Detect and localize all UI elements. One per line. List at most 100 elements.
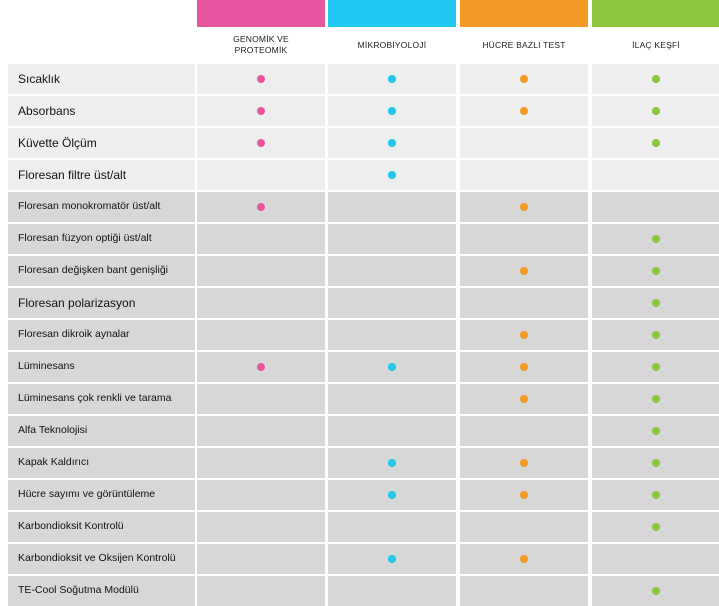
availability-dot bbox=[652, 587, 660, 595]
matrix-cell bbox=[197, 224, 325, 254]
matrix-cell bbox=[328, 288, 456, 318]
matrix-cell bbox=[460, 416, 588, 446]
matrix-cell bbox=[328, 320, 456, 350]
matrix-cell bbox=[460, 288, 588, 318]
availability-dot bbox=[652, 299, 660, 307]
matrix-cell bbox=[328, 512, 456, 542]
matrix-cell bbox=[592, 544, 719, 574]
column-header-label: MİKROBİYOLOJİ bbox=[357, 40, 427, 50]
row-label-cell bbox=[8, 256, 195, 286]
matrix-cell bbox=[197, 480, 325, 510]
column-color-bar bbox=[197, 0, 325, 27]
row-label: TE-Cool Soğutma Modülü bbox=[18, 584, 139, 596]
availability-dot bbox=[520, 107, 528, 115]
availability-dot bbox=[388, 107, 396, 115]
row-label-cell bbox=[8, 192, 195, 222]
row-label-cell bbox=[8, 480, 195, 510]
availability-dot bbox=[388, 491, 396, 499]
matrix-cell bbox=[460, 576, 588, 606]
matrix-cell bbox=[197, 160, 325, 190]
row-label: Alfa Teknolojisi bbox=[18, 424, 88, 436]
availability-dot bbox=[388, 363, 396, 371]
row-label-cell bbox=[8, 576, 195, 606]
matrix-cell bbox=[197, 288, 325, 318]
row-label-cell bbox=[8, 544, 195, 574]
matrix-cell bbox=[197, 416, 325, 446]
column-header-label: GENOMİK VE PROTEOMİK bbox=[233, 34, 289, 55]
row-label-cell bbox=[8, 352, 195, 382]
row-label-cell bbox=[8, 384, 195, 414]
matrix-cell bbox=[592, 160, 719, 190]
availability-dot bbox=[257, 75, 265, 83]
row-label-cell bbox=[8, 64, 195, 94]
availability-dot bbox=[652, 139, 660, 147]
row-label-cell bbox=[8, 160, 195, 190]
row-label: Floresan polarizasyon bbox=[18, 296, 136, 310]
availability-dot bbox=[520, 331, 528, 339]
row-label: Floresan değişken bant genişliği bbox=[18, 264, 169, 276]
matrix-cell bbox=[328, 416, 456, 446]
availability-dot bbox=[652, 267, 660, 275]
matrix-cell bbox=[460, 128, 588, 158]
column-color-bar bbox=[460, 0, 588, 27]
availability-dot bbox=[388, 459, 396, 467]
availability-dot bbox=[520, 75, 528, 83]
row-label-cell bbox=[8, 320, 195, 350]
matrix-cell bbox=[328, 576, 456, 606]
availability-dot bbox=[257, 107, 265, 115]
matrix-cell bbox=[460, 160, 588, 190]
matrix-cell bbox=[460, 224, 588, 254]
row-label: Floresan filtre üst/alt bbox=[18, 168, 127, 182]
matrix-cell bbox=[328, 192, 456, 222]
matrix-cell bbox=[328, 224, 456, 254]
matrix-cell bbox=[197, 576, 325, 606]
matrix-cell bbox=[197, 256, 325, 286]
availability-dot bbox=[652, 459, 660, 467]
matrix-cell bbox=[197, 448, 325, 478]
availability-dot bbox=[388, 75, 396, 83]
row-label-cell bbox=[8, 288, 195, 318]
row-label: Lüminesans çok renkli ve tarama bbox=[18, 392, 172, 404]
availability-dot bbox=[520, 459, 528, 467]
availability-dot bbox=[652, 427, 660, 435]
availability-dot bbox=[652, 331, 660, 339]
availability-dot bbox=[520, 267, 528, 275]
availability-dot bbox=[388, 555, 396, 563]
availability-dot bbox=[652, 363, 660, 371]
availability-dot bbox=[520, 395, 528, 403]
availability-dot bbox=[652, 395, 660, 403]
availability-dot bbox=[652, 235, 660, 243]
matrix-cell bbox=[460, 512, 588, 542]
column-header-label: İLAÇ KEŞFİ bbox=[632, 40, 680, 50]
row-label: Karbondioksit ve Oksijen Kontrolü bbox=[18, 552, 176, 564]
row-label: Floresan füzyon optiği üst/alt bbox=[18, 232, 152, 244]
availability-dot bbox=[520, 555, 528, 563]
availability-dot bbox=[520, 491, 528, 499]
matrix-cell bbox=[592, 192, 719, 222]
availability-dot bbox=[652, 491, 660, 499]
row-label: Sıcaklık bbox=[18, 72, 61, 86]
row-label-cell bbox=[8, 224, 195, 254]
matrix-cell bbox=[197, 512, 325, 542]
row-label: Karbondioksit Kontrolü bbox=[18, 520, 124, 532]
column-color-bar bbox=[328, 0, 456, 27]
row-label-cell bbox=[8, 96, 195, 126]
matrix-cell bbox=[197, 320, 325, 350]
row-label: Floresan monokromatör üst/alt bbox=[18, 200, 161, 212]
row-label: Lüminesans bbox=[18, 360, 75, 372]
availability-dot bbox=[520, 203, 528, 211]
row-label-cell bbox=[8, 416, 195, 446]
matrix-cell bbox=[197, 544, 325, 574]
matrix-cell bbox=[197, 384, 325, 414]
row-label: Küvette Ölçüm bbox=[18, 136, 97, 150]
availability-dot bbox=[257, 363, 265, 371]
row-label: Hücre sayımı ve görüntüleme bbox=[18, 488, 156, 500]
column-header-label: HÜCRE BAZLI TEST bbox=[482, 40, 566, 50]
availability-dot bbox=[652, 75, 660, 83]
availability-dot bbox=[520, 363, 528, 371]
row-label: Absorbans bbox=[18, 104, 76, 118]
row-label-cell bbox=[8, 128, 195, 158]
availability-dot bbox=[388, 139, 396, 147]
row-label: Kapak Kaldırıcı bbox=[18, 456, 90, 468]
